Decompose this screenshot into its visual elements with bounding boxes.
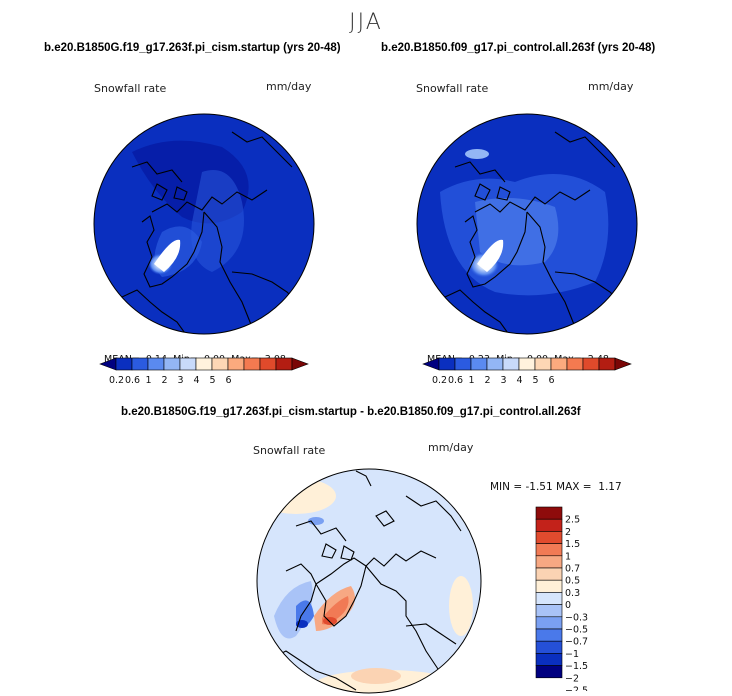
season-title: JJA [349,10,383,35]
diff-colorbar-swatch [535,579,563,593]
diff-colorbar-tick-label: 0.7 [565,564,580,575]
colorbar-difference: 2.521.51 0.70.50.30−0.3 −0.5−0.7−1−1.5−2 −2… [535,506,588,692]
panel-left-title: b.e20.B1850G.f19_g17.263f.pi_cism.startu… [44,42,341,54]
colorbar-swatch [99,357,117,371]
colorbar-tick-label: 2 [484,375,490,386]
map-left-model [93,113,315,335]
colorbar-swatch [470,357,488,371]
colorbar-swatch [582,357,600,371]
diff-colorbar-tick-label: 0.5 [565,576,580,587]
colorbar-tick-label: 3 [177,375,183,386]
diff-title: b.e20.B1850G.f19_g17.263f.pi_cism.startu… [121,406,581,418]
diff-colorbar-swatch [535,592,563,605]
diff-minmax: MIN = -1.51 MAX = 1.17 [490,481,622,493]
diff-colorbar-tick-label: −1 [565,649,579,660]
colorbar-swatch [518,357,536,371]
map-difference [256,468,482,694]
colorbar-swatch [486,357,504,371]
diff-colorbar-tick-label: 2.5 [565,515,580,526]
panel-right-title: b.e20.B1850.f09_g17.pi_control.all.263f … [381,42,656,54]
colorbar-swatch [291,357,309,371]
diff-colorbar-tick-label: 1.5 [565,539,580,550]
diff-colorbar-swatch [535,506,563,520]
diff-colorbar-swatch [535,628,563,642]
map-right-control [416,113,638,335]
colorbar-swatch [131,357,149,371]
diff-colorbar-tick-label: 2 [565,527,571,538]
min-label: MIN = [490,481,523,493]
diff-colorbar-tick-label: −0.7 [565,637,588,648]
diff-colorbar-swatch [535,531,563,544]
diff-colorbar-swatch [535,640,563,654]
diff-colorbar-swatch [535,665,563,679]
colorbar-swatch [211,357,229,371]
diff-colorbar-tick-label: −2 [565,673,579,684]
diff-colorbar-swatch [535,555,563,569]
colorbar-swatch [438,357,456,371]
panel-left-variable-label: Snowfall rate [94,82,167,95]
colorbar-tick-label: 4 [516,375,522,386]
colorbar-tick-label: 3 [500,375,506,386]
diff-colorbar-tick-label: 0.3 [565,588,580,599]
diff-colorbar-tick-label: −0.3 [565,612,588,623]
colorbar-swatch [147,357,165,371]
diff-colorbar-tick-label: −2.5 [565,686,588,692]
colorbar-swatch [259,357,277,371]
colorbar-tick-label: 1 [145,375,151,386]
colorbar-tick-label: 6 [225,375,231,386]
colorbar-tick-label: 0.2 [109,375,124,386]
colorbar-swatch [227,357,245,371]
colorbar-right: 0.2 0.6 1 2 3 4 5 6 [422,357,632,386]
colorbar-tick-label: 0.6 [448,375,463,386]
colorbar-swatch [454,357,472,371]
colorbar-swatch [598,357,616,371]
colorbar-swatch [243,357,261,371]
colorbar-tick-label: 5 [532,375,538,386]
diff-colorbar-tick-label: 1 [565,551,571,562]
diff-colorbar-swatch [535,543,563,557]
diff-colorbar-tick-label: −1.5 [565,661,588,672]
diff-colorbar-swatch [535,567,563,581]
diff-colorbar-swatch [535,604,563,618]
panel-right-variable-label: Snowfall rate [416,82,489,95]
diff-colorbar-swatch [535,653,563,666]
colorbar-tick-label: 0.2 [432,375,447,386]
colorbar-swatch [195,357,213,371]
colorbar-left: 0.2 0.6 1 2 3 4 5 6 [99,357,309,386]
colorbar-swatch [275,357,293,371]
colorbar-swatch [614,357,632,371]
colorbar-tick-label: 6 [548,375,554,386]
diff-variable-label: Snowfall rate [253,444,326,457]
colorbar-swatch [502,357,520,371]
diff-colorbar-swatch [535,518,563,532]
diff-colorbar-swatch [535,616,563,630]
diff-colorbar-tick-label: 0 [565,600,571,611]
colorbar-swatch [566,357,584,371]
colorbar-tick-label: 4 [193,375,199,386]
diff-units-label: mm/day [428,441,474,454]
max-value: 1.17 [598,481,622,493]
colorbar-swatch [422,357,440,371]
min-value: -1.51 [525,481,553,493]
colorbar-tick-label: 2 [161,375,167,386]
colorbar-swatch [179,357,197,371]
colorbar-tick-label: 0.6 [125,375,140,386]
max-label: MAX = [556,481,592,493]
colorbar-swatch [115,357,133,371]
colorbar-tick-label: 5 [209,375,215,386]
panel-left-units-label: mm/day [266,80,312,93]
colorbar-tick-label: 1 [468,375,474,386]
colorbar-swatch [550,357,568,371]
colorbar-swatch [163,357,181,371]
diff-colorbar-tick-label: −0.5 [565,625,588,636]
panel-right-units-label: mm/day [588,80,634,93]
colorbar-swatch [534,357,552,371]
